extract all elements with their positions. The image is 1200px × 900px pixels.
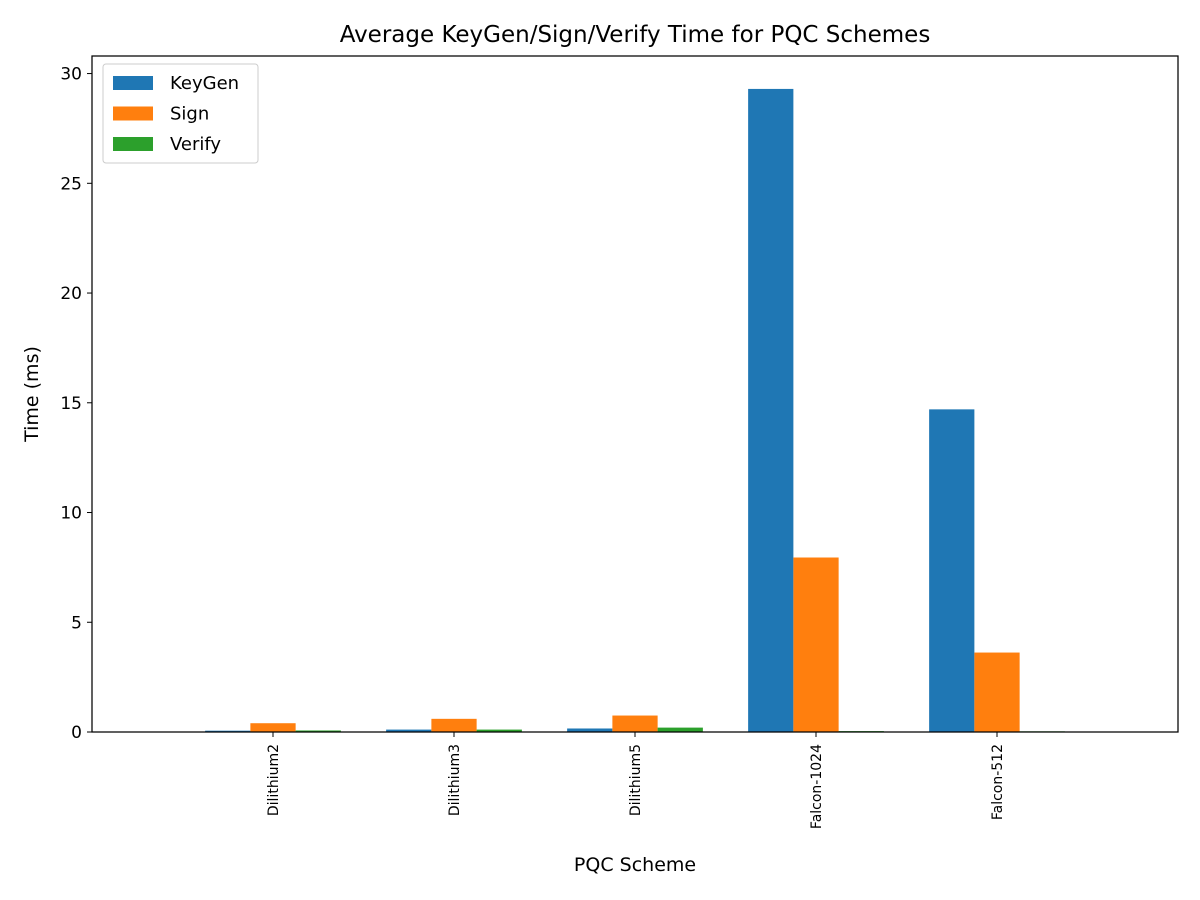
bar-keygen-dilithium3 bbox=[386, 729, 432, 732]
bar-verify-dilithium5 bbox=[657, 727, 703, 732]
y-tick-label: 15 bbox=[60, 394, 82, 414]
bars-group bbox=[205, 88, 1065, 733]
bar-sign-falcon-1024 bbox=[793, 557, 839, 732]
bar-keygen-dilithium5 bbox=[567, 728, 613, 732]
plot-area-frame bbox=[91, 55, 1179, 733]
bar-keygen-dilithium2 bbox=[205, 730, 251, 732]
bar-sign-dilithium3 bbox=[431, 718, 477, 732]
x-axis-ticks: Dilithium2 Dilithium3 Dilithium5 Falcon-102… bbox=[266, 732, 1006, 829]
y-tick-label: 5 bbox=[71, 613, 82, 633]
bar-sign-dilithium2 bbox=[250, 723, 296, 732]
x-tick-label: Dilithium2 bbox=[266, 744, 282, 816]
y-axis-ticks: 0 5 10 15 20 25 30 bbox=[60, 65, 92, 743]
x-axis-label: PQC Scheme bbox=[574, 854, 696, 876]
chart-title: Average KeyGen/Sign/Verify Time for PQC … bbox=[340, 22, 931, 48]
bar-sign-falcon-512 bbox=[974, 652, 1020, 732]
y-tick-label: 25 bbox=[60, 174, 82, 194]
y-tick-label: 10 bbox=[60, 504, 82, 524]
bar-verify-dilithium3 bbox=[476, 729, 522, 732]
legend-label-sign: Sign bbox=[170, 104, 209, 125]
legend-label-keygen: KeyGen bbox=[170, 73, 239, 94]
x-tick-label: Dilithium3 bbox=[447, 744, 463, 816]
y-tick-label: 20 bbox=[60, 284, 82, 304]
bar-verify-dilithium2 bbox=[295, 730, 341, 732]
x-tick-label: Dilithium5 bbox=[628, 744, 644, 816]
bar-keygen-falcon-1024 bbox=[748, 88, 794, 733]
bar-keygen-falcon-512 bbox=[929, 409, 975, 732]
y-tick-label: 30 bbox=[60, 65, 82, 85]
bar-sign-dilithium5 bbox=[612, 715, 658, 732]
x-tick-label: Falcon-512 bbox=[990, 744, 1006, 820]
y-axis-label: Time (ms) bbox=[21, 346, 43, 443]
legend-swatch-verify bbox=[113, 137, 153, 151]
legend-label-verify: Verify bbox=[170, 134, 221, 155]
x-tick-label: Falcon-1024 bbox=[809, 744, 825, 829]
legend-swatch-sign bbox=[113, 106, 153, 121]
y-tick-label: 0 bbox=[71, 723, 82, 743]
legend: KeyGen Sign Verify bbox=[102, 63, 259, 164]
legend-swatch-keygen bbox=[113, 76, 153, 90]
